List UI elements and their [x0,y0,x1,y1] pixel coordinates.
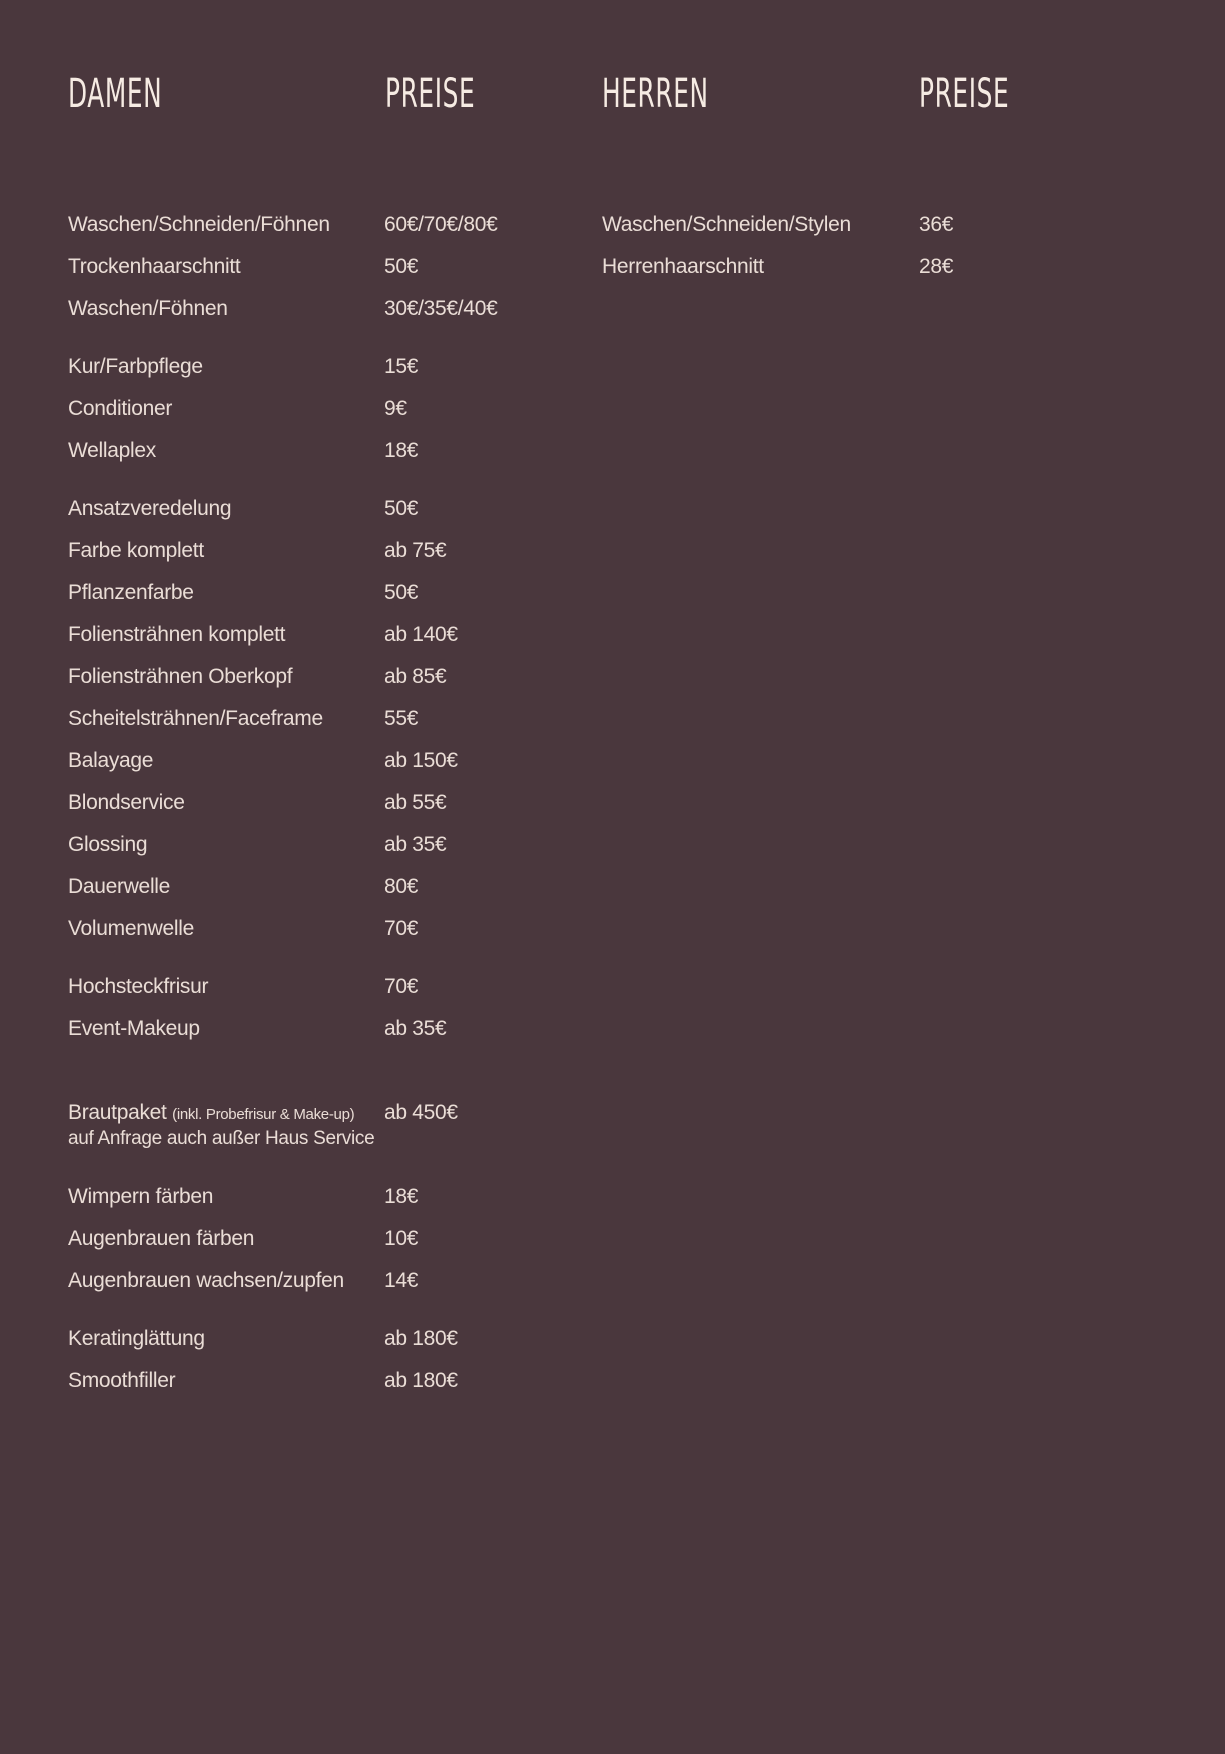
service-name-text: Farbe komplett [68,539,204,562]
service-price: 55€ [384,707,419,730]
service-price: ab 55€ [384,791,447,814]
service-price: 50€ [384,497,419,520]
service-price: 18€ [384,439,419,462]
service-name: Blondservice [68,782,185,824]
service-name-text: Dauerwelle [68,875,171,898]
service-note: (inkl. Probefrisur & Make-up) [172,1106,355,1123]
service-name: Ansatzveredelung [68,488,232,530]
service-name: Brautpaket (inkl. Probefrisur & Make-up) [68,1092,355,1136]
service-price: 10€ [384,1227,419,1250]
service-price: ab 75€ [384,539,447,562]
service-price: 14€ [384,1269,419,1292]
service-name-text: Event-Makeup [68,1017,200,1040]
service-price: 70€ [384,917,419,940]
service-name-text: Foliensträhnen komplett [68,623,286,646]
service-name-text: Pflanzenfarbe [68,581,194,604]
service-name: Herrenhaarschnitt [602,246,764,288]
service-name: Augenbrauen färben [68,1218,254,1260]
service-name: Event-Makeup [68,1008,200,1050]
service-name: Augenbrauen wachsen/zupfen [68,1260,344,1302]
heading-damen: DAMEN [68,71,163,117]
service-name-text: Hochsteckfrisur [68,975,209,998]
service-price: 36€ [919,213,954,236]
service-name: Waschen/Schneiden/Föhnen [68,204,330,246]
service-name-text: Herrenhaarschnitt [602,255,764,278]
service-name-text: Kur/Farbpflege [68,355,203,378]
service-price: ab 35€ [384,833,447,856]
service-price: 9€ [384,397,407,420]
heading-preise-herren: PREISE [919,71,1010,117]
service-name-text: Waschen/Schneiden/Stylen [602,213,851,236]
service-price: 50€ [384,255,419,278]
service-name-text: Conditioner [68,397,173,420]
service-name-text: Balayage [68,749,154,772]
service-name: Wimpern färben [68,1176,214,1218]
service-price: ab 180€ [384,1369,458,1392]
service-name: Farbe komplett [68,530,204,572]
service-name: Scheitelsträhnen/Faceframe [68,698,323,740]
service-name: Kur/Farbpflege [68,346,203,388]
service-price: 18€ [384,1185,419,1208]
heading-preise-damen: PREISE [385,71,476,117]
service-name-text: Blondservice [68,791,185,814]
service-name-text: Augenbrauen wachsen/zupfen [68,1269,344,1292]
service-price: ab 180€ [384,1327,458,1350]
service-price: ab 140€ [384,623,458,646]
heading-herren: HERREN [602,71,709,117]
service-name: Keratinglättung [68,1318,205,1360]
service-name: Smoothfiller [68,1360,176,1402]
service-name-text: Smoothfiller [68,1369,176,1392]
service-price: 70€ [384,975,419,998]
service-name-text: Keratinglättung [68,1327,205,1350]
service-price: 50€ [384,581,419,604]
service-name: Pflanzenfarbe [68,572,194,614]
service-name: Foliensträhnen komplett [68,614,286,656]
service-name: Conditioner [68,388,172,430]
service-subnote: auf Anfrage auch außer Haus Service [68,1128,375,1149]
service-name-text: Ansatzveredelung [68,497,232,520]
service-name-text: Waschen/Föhnen [68,297,228,320]
service-name-text: Glossing [68,833,148,856]
service-name-text: Augenbrauen färben [68,1227,255,1250]
service-name: Waschen/Schneiden/Stylen [602,204,851,246]
service-name: Dauerwelle [68,866,170,908]
service-price: 30€/35€/40€ [384,297,498,320]
service-name: Hochsteckfrisur [68,966,209,1008]
service-name-text: Brautpaket [68,1101,167,1124]
service-name-text: Volumenwelle [68,917,194,940]
service-price: ab 85€ [384,665,447,688]
service-price: 80€ [384,875,419,898]
service-name-text: Waschen/Schneiden/Föhnen [68,213,330,236]
service-name: Waschen/Föhnen [68,288,228,330]
service-name-text: Wellaplex [68,439,156,462]
service-price: 15€ [384,355,419,378]
service-price: ab 150€ [384,749,458,772]
service-name-text: Scheitelsträhnen/Faceframe [68,707,323,730]
service-name: Glossing [68,824,148,866]
service-name-text: Trockenhaarschnitt [68,255,241,278]
service-name: Foliensträhnen Oberkopf [68,656,293,698]
service-price: ab 450€ [384,1101,458,1124]
service-name: Trockenhaarschnitt [68,246,241,288]
service-name: Wellaplex [68,430,156,472]
service-name-text: Foliensträhnen Oberkopf [68,665,293,688]
service-price: 60€/70€/80€ [384,213,498,236]
service-name: Volumenwelle [68,908,194,950]
service-price: ab 35€ [384,1017,447,1040]
service-price: 28€ [919,255,954,278]
service-name: Balayage [68,740,153,782]
service-name-text: Wimpern färben [68,1185,214,1208]
